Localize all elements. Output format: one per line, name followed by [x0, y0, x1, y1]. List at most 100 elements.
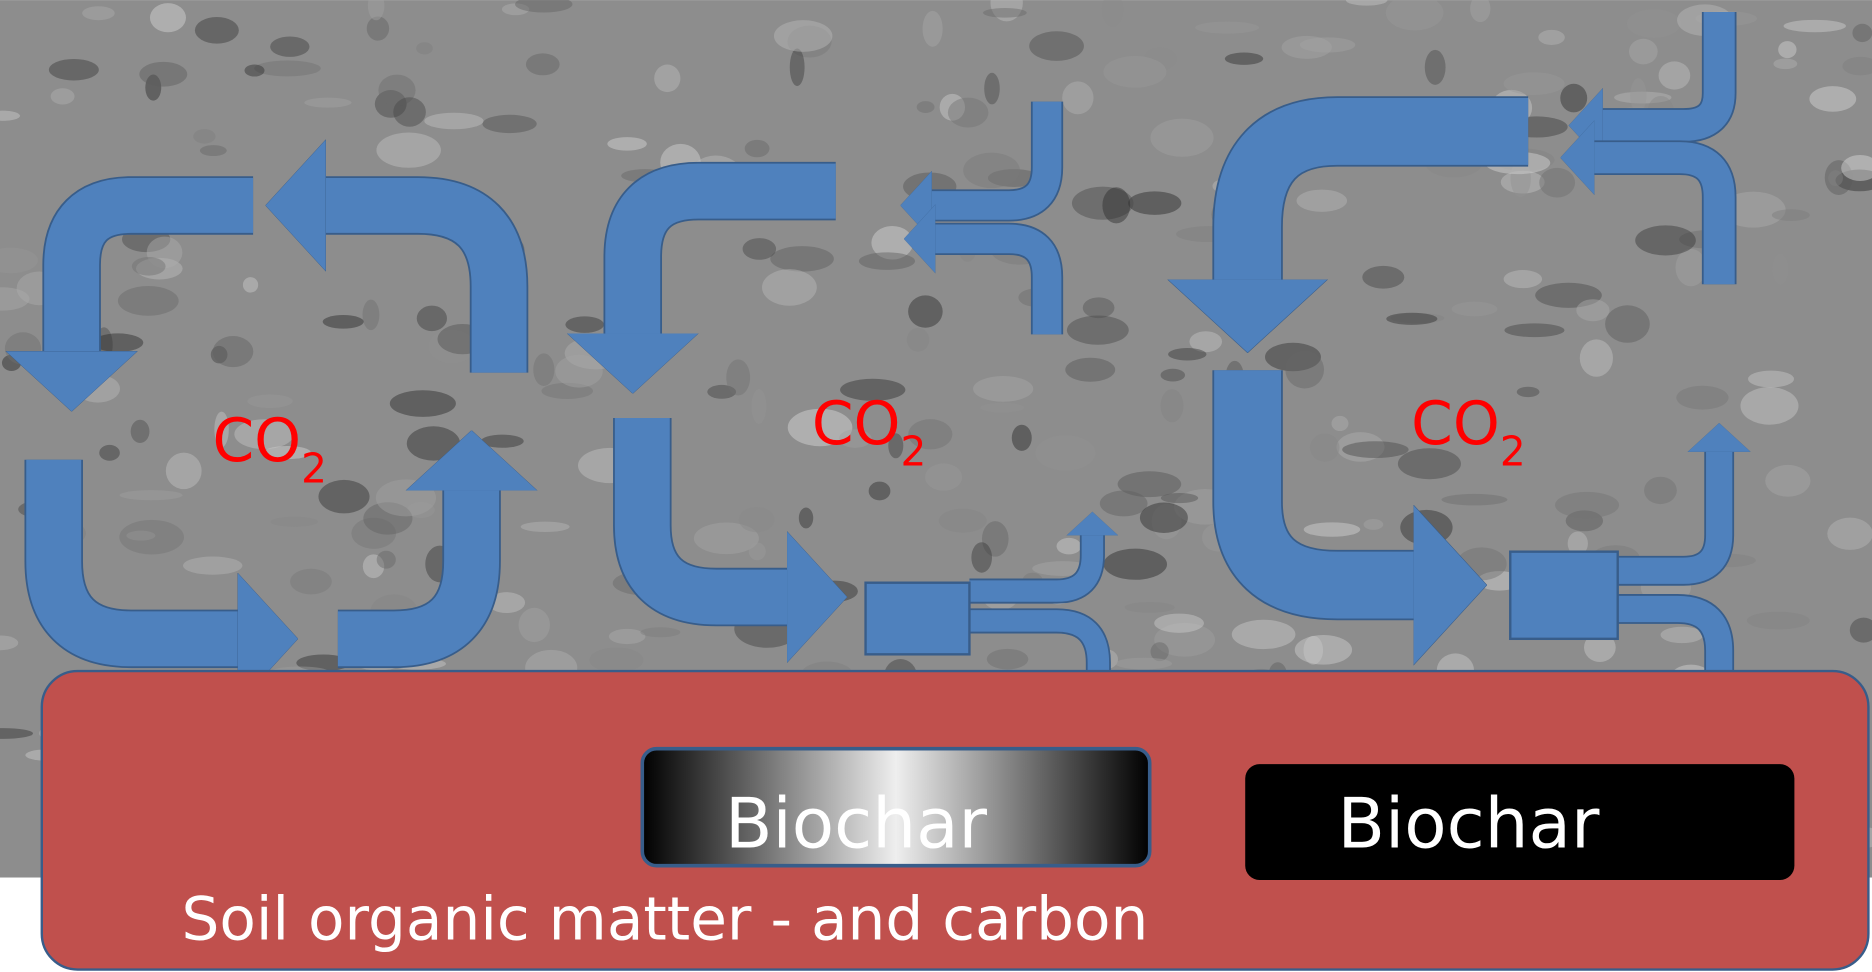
arrow	[935, 239, 1062, 335]
texture-chip	[119, 490, 183, 501]
co2-sub: 2	[901, 428, 927, 476]
texture-chip	[481, 434, 524, 448]
texture-chip	[607, 137, 647, 151]
texture-chip	[868, 481, 891, 501]
texture-chip	[1362, 265, 1405, 289]
texture-chip	[416, 42, 433, 55]
texture-chip	[1635, 225, 1696, 256]
texture-chip	[1504, 323, 1565, 338]
texture-chip	[1168, 348, 1207, 361]
texture-chip	[1139, 502, 1188, 533]
arrow	[969, 610, 1098, 675]
texture-chip	[533, 353, 555, 387]
texture-chip	[363, 502, 413, 535]
texture-chip	[366, 16, 390, 41]
texture-chip	[1614, 91, 1672, 104]
arrow	[1594, 158, 1735, 285]
biochar-source	[864, 581, 971, 656]
texture-chip	[1056, 537, 1082, 555]
texture-chip	[1386, 312, 1438, 325]
texture-chip	[362, 299, 380, 331]
texture-chip	[963, 152, 1020, 189]
texture-chip	[925, 463, 963, 491]
texture-chip	[290, 568, 332, 595]
texture-chip	[1102, 187, 1131, 224]
co2-main: CO	[1411, 390, 1500, 459]
texture-chip	[126, 530, 156, 541]
texture-chip	[1773, 58, 1798, 70]
texture-chip	[983, 8, 1027, 18]
texture-chip	[1224, 52, 1264, 65]
biochar-box	[640, 746, 1152, 868]
texture-chip	[247, 394, 293, 408]
texture-chip	[1281, 35, 1332, 59]
texture-chip	[1385, 0, 1444, 31]
texture-chip	[1342, 441, 1409, 458]
texture-chip	[1390, 312, 1445, 324]
texture-chip	[1658, 61, 1691, 90]
texture-chip	[482, 114, 537, 134]
texture-chip	[787, 25, 832, 58]
co2-main: CO	[213, 407, 302, 476]
soil-label: Soil organic matter - and carbon	[181, 886, 1148, 955]
texture-chip	[428, 329, 476, 364]
texture-chip	[52, 349, 79, 387]
texture-chip	[840, 378, 906, 401]
texture-chip	[520, 521, 570, 532]
texture-chip	[1748, 370, 1795, 388]
texture-chip	[1660, 626, 1704, 644]
arrow	[633, 163, 836, 334]
texture-chip	[300, 176, 326, 193]
texture-chip	[1101, 0, 1124, 27]
texture-chip	[1103, 548, 1168, 580]
texture-chip	[987, 169, 1041, 187]
texture-chip	[199, 145, 227, 157]
texture-chip	[1151, 503, 1182, 540]
texture-chip	[407, 502, 435, 519]
texture-chip	[1424, 49, 1446, 85]
texture-chip	[1331, 415, 1349, 432]
texture-chip	[916, 101, 935, 113]
texture-chip	[1538, 29, 1565, 46]
texture-chip	[376, 132, 441, 168]
texture-chip	[0, 287, 30, 311]
texture-chip	[1809, 86, 1857, 112]
texture-chip	[318, 479, 370, 514]
texture-chip	[374, 90, 407, 118]
co2-sub: 2	[301, 444, 327, 492]
texture-chip	[1626, 9, 1681, 38]
texture-chip	[1828, 170, 1844, 186]
texture-chip	[242, 277, 259, 293]
texture-chip	[1160, 368, 1186, 382]
texture-chip	[1849, 617, 1872, 643]
texture-chip	[1154, 622, 1216, 657]
texture-chip	[1117, 471, 1182, 498]
texture-chip	[1195, 21, 1259, 34]
texture-chip	[1011, 424, 1032, 451]
texture-chip	[1150, 118, 1214, 157]
texture-chip	[393, 97, 426, 127]
texture-chip	[1124, 601, 1175, 613]
texture-chip	[145, 74, 162, 101]
texture-chip	[947, 97, 989, 128]
texture-chip	[1560, 83, 1588, 113]
texture-chip	[744, 139, 770, 158]
texture-chip	[270, 516, 319, 527]
texture-chip	[773, 20, 833, 52]
texture-chip	[1765, 464, 1811, 497]
texture-chip	[234, 419, 294, 450]
texture-chip	[640, 627, 681, 638]
texture-chip	[789, 48, 805, 87]
texture-chip	[1294, 635, 1353, 665]
texture-chip	[1296, 189, 1348, 212]
texture-chip	[1303, 635, 1324, 665]
texture-chip	[1470, 0, 1491, 23]
texture-chip	[1644, 476, 1677, 505]
texture-chip	[1675, 248, 1707, 287]
texture-chip	[738, 506, 775, 533]
texture-chip	[707, 384, 737, 399]
texture-chip	[1841, 154, 1872, 181]
texture-chip	[908, 295, 943, 328]
texture-chip	[1539, 167, 1576, 198]
texture-chip	[761, 269, 817, 306]
